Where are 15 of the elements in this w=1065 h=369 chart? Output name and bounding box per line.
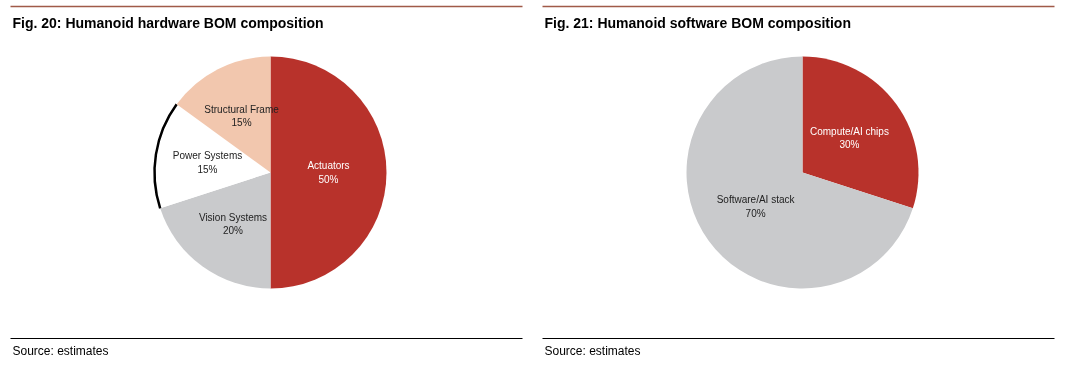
source-note: Source: estimates: [12, 343, 109, 358]
chart-title: Fig. 21: Humanoid software BOM composition: [544, 14, 851, 31]
slice-label: Power Systems: [172, 150, 243, 162]
slice-label: Compute/AI chips: [809, 126, 889, 138]
data-label: 15%: [197, 163, 218, 175]
slice-label: Vision Systems: [198, 212, 268, 224]
data-label: 50%: [318, 173, 339, 185]
source-note: Source: estimates: [544, 343, 641, 358]
slice-label: Actuators: [307, 160, 350, 172]
chart-title: Fig. 20: Humanoid hardware BOM composition: [12, 14, 324, 31]
data-label: 20%: [222, 225, 244, 237]
data-label: 30%: [839, 139, 860, 151]
data-label: 15%: [231, 116, 252, 128]
slice-label: Software/AI stack: [716, 194, 796, 206]
data-label: 70%: [745, 207, 766, 219]
